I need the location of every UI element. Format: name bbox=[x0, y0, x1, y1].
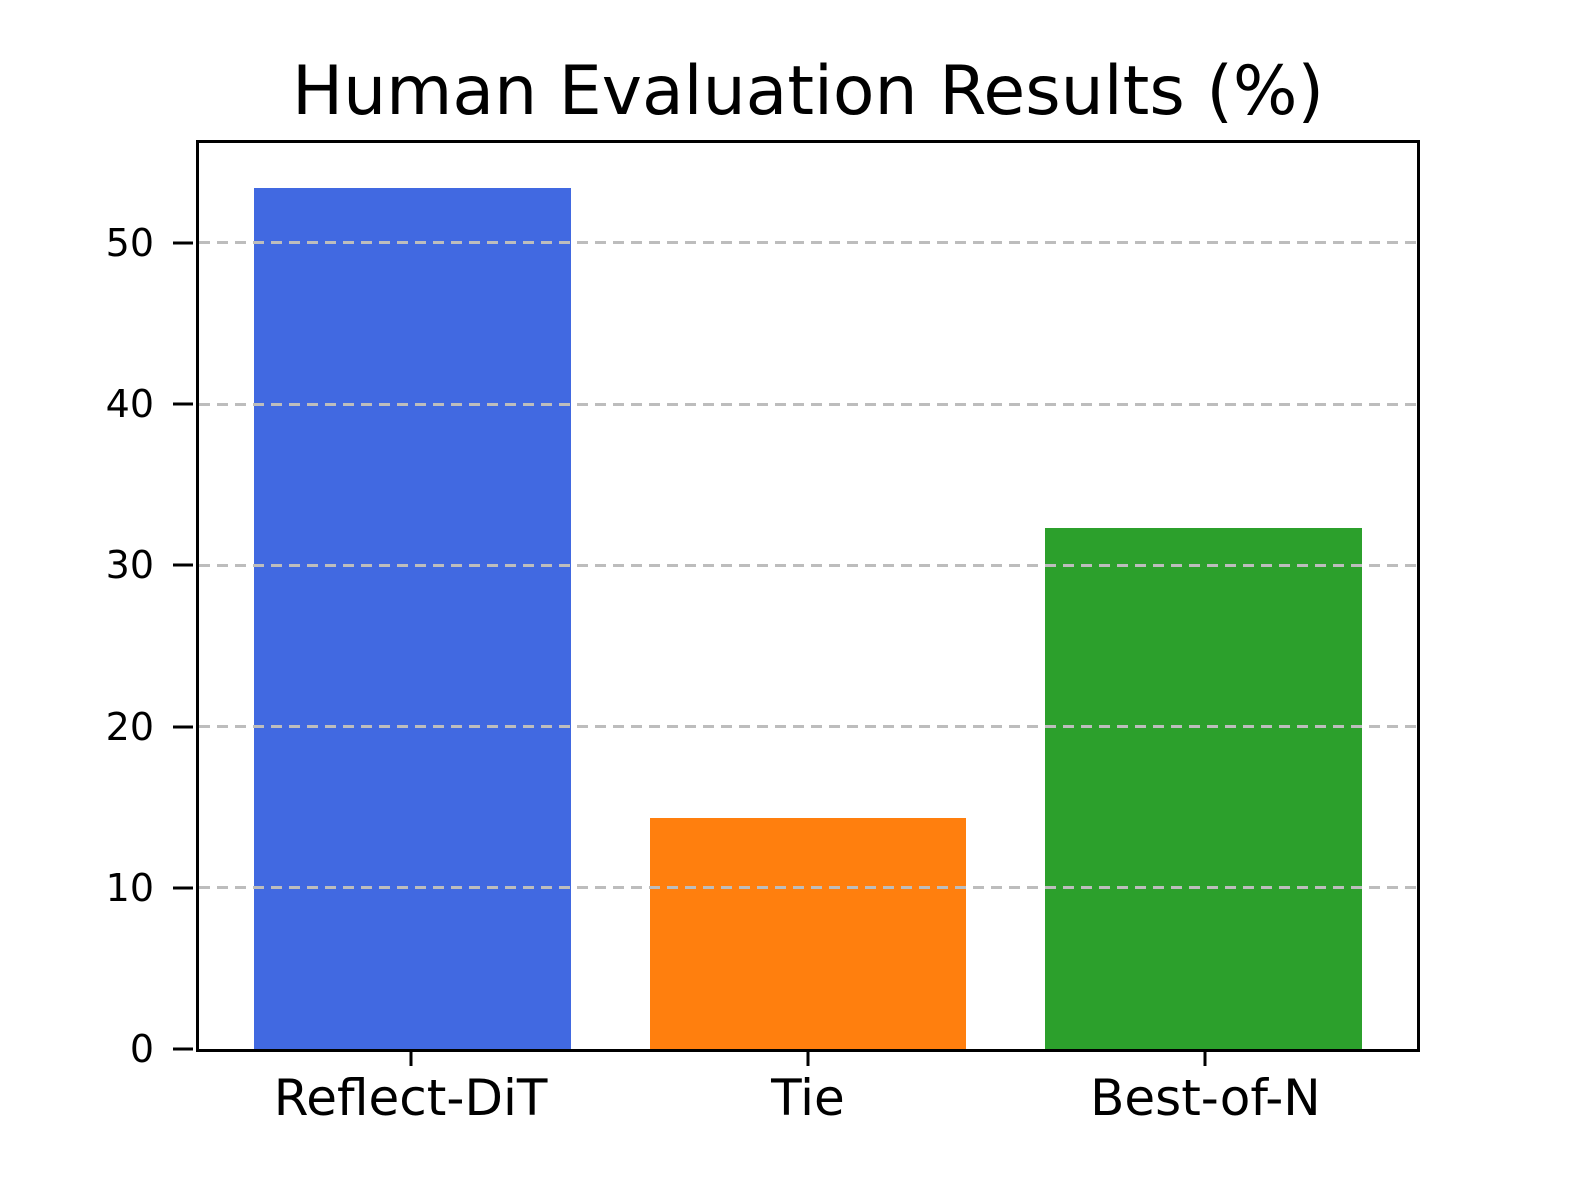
x-tick-label-tie: Tie bbox=[771, 1069, 845, 1127]
x-tick-mark-0 bbox=[409, 1052, 413, 1066]
y-tick-label-50: 50 bbox=[105, 220, 154, 265]
x-tick-label-reflect-dit: Reflect-DiT bbox=[273, 1069, 548, 1127]
y-tick-mark-20 bbox=[173, 725, 193, 729]
x-tick-mark-2 bbox=[1203, 1052, 1207, 1066]
y-axis: 0 10 20 30 40 50 bbox=[0, 143, 196, 1068]
chart-title: Human Evaluation Results (%) bbox=[291, 52, 1325, 131]
bar-tie bbox=[649, 818, 967, 1049]
y-tick-mark-40 bbox=[173, 402, 193, 406]
y-tick-mark-50 bbox=[173, 241, 193, 245]
y-tick-label-30: 30 bbox=[105, 543, 154, 588]
y-tick-label-0: 0 bbox=[129, 1027, 154, 1071]
bar-reflect-dit bbox=[254, 188, 571, 1049]
x-tick-mark-1 bbox=[806, 1052, 810, 1066]
bars-layer bbox=[199, 143, 1417, 1049]
y-tick-mark-10 bbox=[173, 886, 193, 890]
y-tick-label-20: 20 bbox=[105, 704, 154, 749]
y-tick-mark-30 bbox=[173, 563, 193, 567]
x-tick-label-best-of-n: Best-of-N bbox=[1090, 1069, 1321, 1127]
plot-area bbox=[196, 140, 1420, 1052]
y-tick-mark-0 bbox=[173, 1047, 193, 1051]
x-axis: Reflect-DiT Tie Best-of-N bbox=[196, 1052, 1420, 1183]
y-tick-label-10: 10 bbox=[105, 865, 154, 910]
bar-best-of-n bbox=[1045, 528, 1362, 1049]
y-tick-label-40: 40 bbox=[105, 382, 154, 427]
